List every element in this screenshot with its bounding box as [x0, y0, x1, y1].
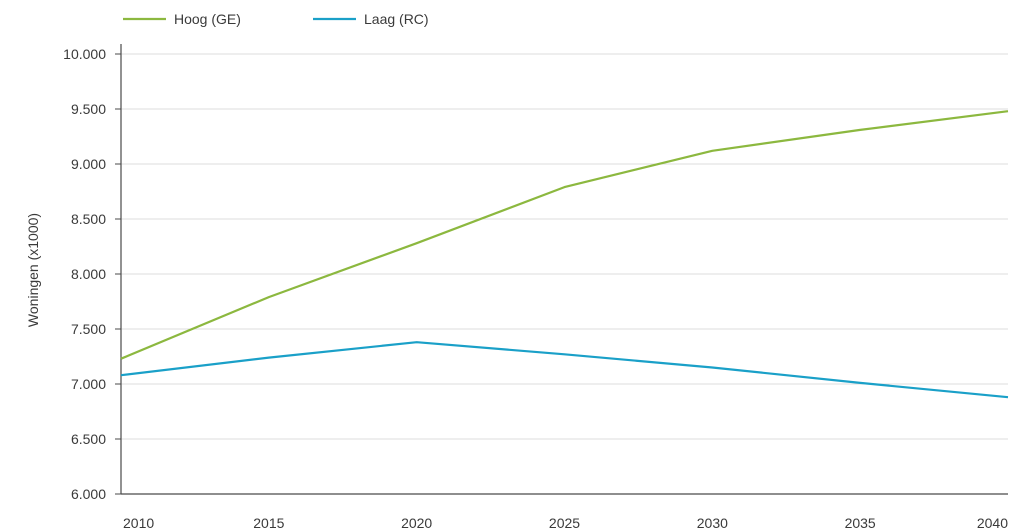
x-tick-label: 2010: [123, 515, 154, 531]
x-tick-label: 2025: [549, 515, 580, 531]
series-line-1: [120, 110, 1009, 360]
y-tick-label: 7.500: [71, 321, 106, 337]
series-lines: [120, 110, 1009, 399]
y-tick-label: 6.500: [71, 431, 106, 447]
y-axis-title: Woningen (x1000): [25, 213, 41, 327]
x-tick-label: 2015: [253, 515, 284, 531]
legend: Hoog (GE) Laag (RC): [123, 11, 429, 27]
y-tick-label: 8.500: [71, 211, 106, 227]
x-tick-label: 2030: [697, 515, 728, 531]
y-tick-label: 6.000: [71, 486, 106, 502]
x-tick-label: 2020: [401, 515, 432, 531]
legend-label: Laag (RC): [364, 11, 429, 27]
y-tick-label: 9.000: [71, 156, 106, 172]
y-tick-labels: 6.000 6.500 7.000 7.500 8.000 8.500 9.000 9.500…: [63, 46, 121, 502]
x-tick-labels: 2010 2015 2020 2025 2030 2035 2040: [123, 515, 1008, 531]
x-tick-label: 2040: [977, 515, 1008, 531]
y-tick-label: 10.000: [63, 46, 106, 62]
y-tick-label: 8.000: [71, 266, 106, 282]
y-tick-label: 7.000: [71, 376, 106, 392]
series-line-2: [120, 341, 1009, 399]
axes: [120, 44, 1008, 495]
x-tick-label: 2035: [845, 515, 876, 531]
gridlines: [121, 53, 1008, 440]
legend-label: Hoog (GE): [174, 11, 241, 27]
y-tick-label: 9.500: [71, 101, 106, 117]
